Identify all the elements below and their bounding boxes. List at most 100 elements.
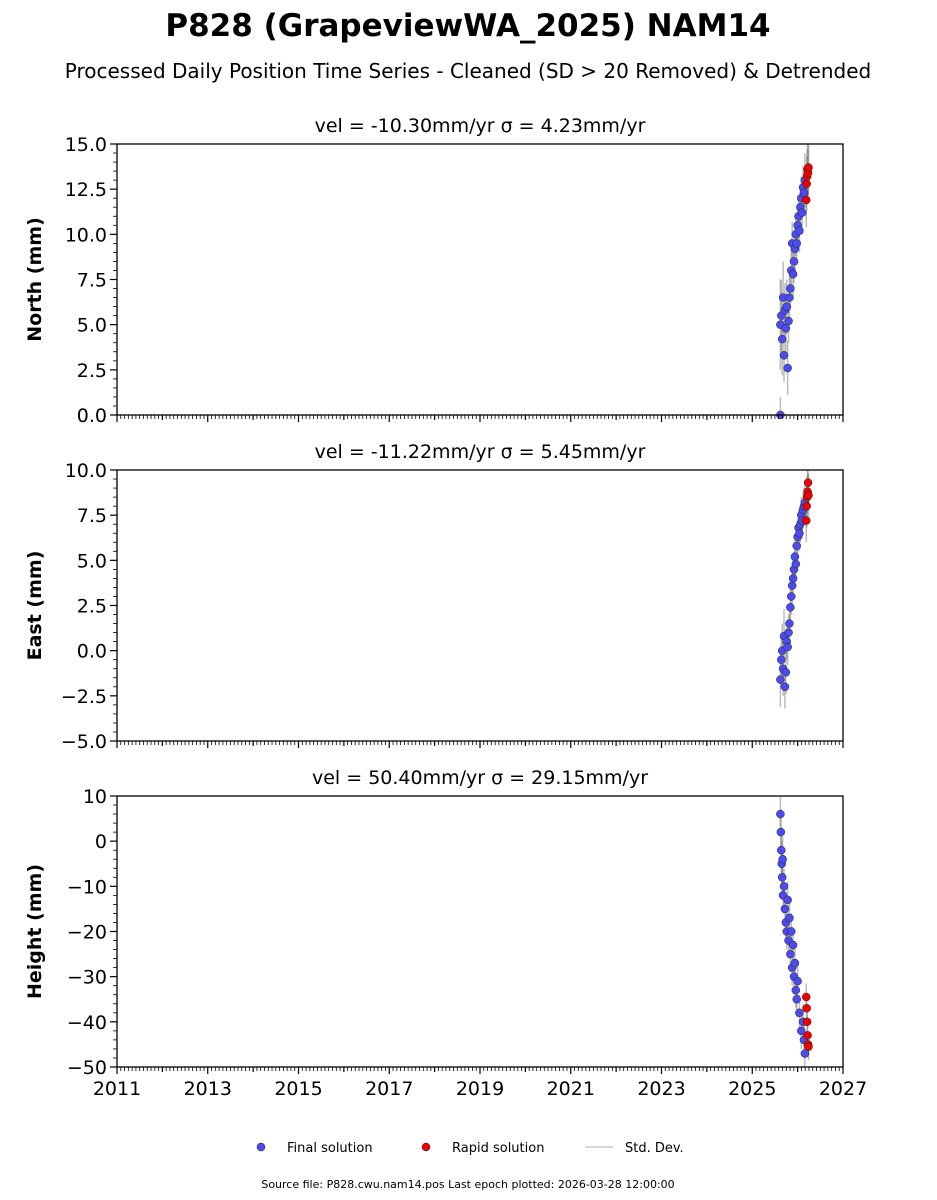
legend-final-marker	[256, 1142, 266, 1152]
final-solution-point	[791, 985, 801, 995]
final-solution-point	[778, 854, 787, 864]
final-solution-point	[788, 269, 798, 279]
y-tick-label: 15.0	[65, 134, 107, 156]
final-solution-point	[776, 809, 785, 819]
final-solution-point	[779, 351, 789, 360]
final-solution-point	[797, 208, 807, 217]
panel-title: vel = -11.22mm/yr σ = 5.45mm/yr	[315, 441, 646, 463]
legend: Final solution Rapid solution Std. Dev.	[256, 1141, 684, 1156]
final-solution-point	[777, 873, 787, 882]
rapid-solution-point	[804, 491, 813, 500]
y-tick-label: 0.0	[77, 641, 107, 663]
final-solution-point	[777, 655, 786, 664]
final-solution-point	[776, 675, 785, 684]
panel-title: vel = 50.40mm/yr σ = 29.15mm/yr	[312, 767, 648, 789]
y-tick-label: −20	[67, 922, 107, 944]
final-solution-point	[777, 845, 786, 855]
final-solution-point	[785, 293, 794, 302]
final-solution-point	[788, 940, 798, 950]
final-solution-point	[782, 302, 791, 311]
final-solution-point	[793, 976, 802, 986]
x-tick-label: 2023	[637, 1078, 685, 1100]
final-solution-point	[783, 895, 792, 905]
final-solution-point	[795, 1008, 804, 1018]
x-tick-label: 2011	[93, 1078, 141, 1100]
y-tick-label: 5.0	[77, 550, 107, 572]
y-tick-label: 7.5	[77, 505, 107, 527]
panel-height: vel = 50.40mm/yr σ = 29.15mm/yr Height (m…	[24, 767, 867, 1100]
rapid-solution-point	[803, 478, 813, 487]
legend-final-label: Final solution	[287, 1141, 373, 1156]
rapid-solution-point	[803, 1031, 812, 1040]
y-tick-label: 7.5	[77, 270, 107, 292]
y-tick-label: −50	[67, 1057, 107, 1079]
footer-source: Source file: P828.cwu.nam14.pos Last epo…	[261, 1178, 674, 1191]
x-tick-label: 2027	[819, 1078, 867, 1100]
final-solution-point	[781, 668, 791, 677]
plot-frame	[116, 143, 844, 416]
y-tick-label: −5.0	[61, 731, 107, 753]
final-solution-point	[777, 334, 787, 344]
y-tick-label: 0.0	[77, 405, 107, 427]
y-tick-label: −30	[67, 967, 107, 989]
y-tick-label: 10.0	[65, 224, 107, 246]
final-solution-point	[781, 324, 791, 333]
final-solution-point	[799, 188, 809, 198]
final-solution-point	[792, 995, 801, 1004]
final-solution-point	[800, 1049, 810, 1058]
final-solution-point	[776, 827, 786, 837]
rapid-solution-point	[801, 516, 811, 525]
final-solution-point	[780, 682, 790, 692]
final-solution-point	[783, 363, 792, 373]
final-solution-point	[797, 1026, 806, 1036]
final-solution-point	[795, 528, 804, 538]
x-tick-label: 2021	[547, 1078, 595, 1100]
final-solution-point	[786, 603, 795, 612]
x-tick-label: 2013	[184, 1078, 232, 1100]
y-tick-label: 2.5	[77, 596, 107, 618]
rapid-solution-point	[802, 1004, 811, 1013]
rapid-solution-point	[802, 179, 811, 188]
final-solution-point	[779, 882, 789, 891]
x-tick-label: 2015	[274, 1078, 322, 1100]
legend-sd-label: Std. Dev.	[625, 1141, 684, 1156]
rapid-solution-point	[802, 501, 811, 511]
x-tick-label: 2025	[728, 1078, 776, 1100]
y-tick-label: 0	[95, 831, 107, 853]
y-axis-label: Height (mm)	[24, 864, 46, 999]
y-tick-label: 5.0	[77, 315, 107, 337]
final-solution-point	[789, 257, 799, 266]
plot-frame	[116, 469, 844, 742]
panel-north: vel = -10.30mm/yr σ = 4.23mm/yr North (mm…	[24, 115, 844, 427]
y-tick-label: −10	[67, 876, 107, 898]
y-tick-label: −2.5	[61, 686, 107, 708]
final-solution-point	[792, 239, 801, 248]
final-solution-point	[780, 904, 790, 914]
y-tick-label: 2.5	[77, 360, 107, 382]
legend-rapid-marker	[421, 1142, 431, 1152]
final-solution-point	[785, 619, 794, 628]
final-solution-point	[784, 316, 793, 326]
final-solution-point	[790, 958, 800, 968]
final-solution-point	[795, 226, 804, 235]
final-solution-point	[792, 541, 801, 551]
y-tick-label: −40	[67, 1012, 107, 1034]
final-solution-point	[790, 552, 800, 561]
x-tick-label: 2017	[365, 1078, 413, 1100]
final-solution-point	[784, 628, 793, 637]
final-solution-point	[787, 592, 796, 601]
final-solution-point	[786, 284, 795, 293]
chart-title: P828 (GrapeviewWA_2025) NAM14	[165, 8, 770, 44]
y-tick-label: 12.5	[65, 179, 107, 201]
plot-frame	[116, 795, 844, 1068]
y-axis-label: North (mm)	[24, 217, 46, 342]
y-tick-label: 10.0	[65, 460, 107, 482]
legend-rapid-label: Rapid solution	[452, 1141, 544, 1156]
final-solution-point	[787, 581, 797, 590]
x-tick-label: 2019	[456, 1078, 504, 1100]
rapid-solution-point	[802, 1017, 812, 1027]
final-solution-point	[783, 642, 792, 652]
y-tick-label: 10	[83, 786, 107, 808]
final-solution-point	[786, 949, 795, 959]
